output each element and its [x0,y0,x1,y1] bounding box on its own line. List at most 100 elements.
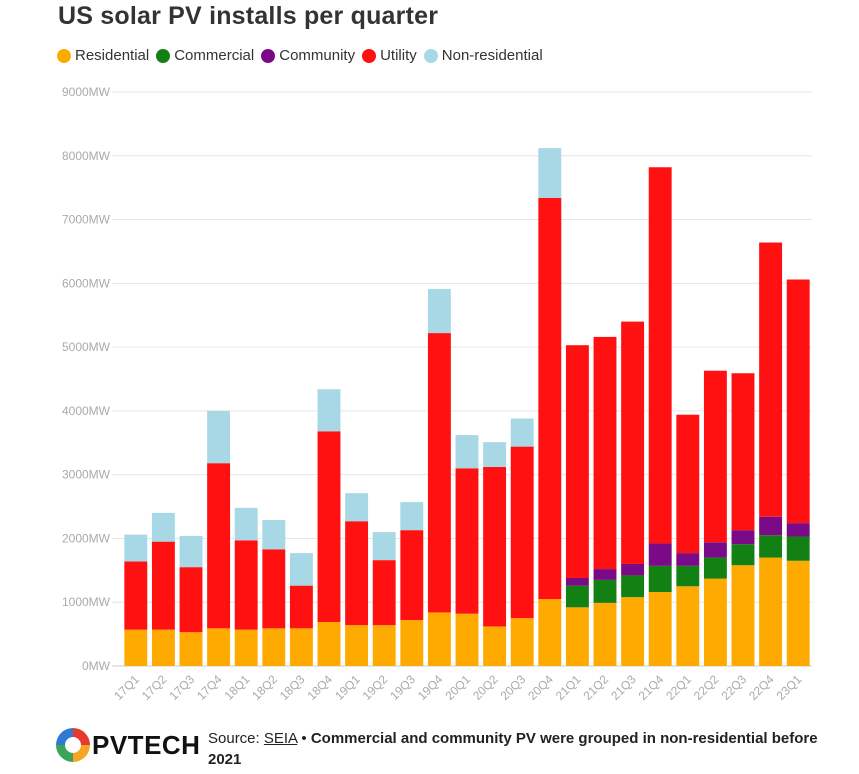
bar-segment-utility [427,333,451,613]
bar-segment-utility [317,431,341,622]
legend-item-commercial[interactable]: Commercial [156,47,254,64]
bar-segment-utility [345,521,369,626]
bar-segment-non-residential [400,502,424,531]
y-tick-label: 5000MW [62,340,111,354]
x-tick-label: 20Q4 [525,672,556,703]
bar-segment-residential [427,612,451,666]
legend-item-community[interactable]: Community [261,47,355,64]
bar-segment-community [703,542,727,558]
bar-segment-commercial [565,585,589,608]
bar-segment-residential [372,625,396,666]
bar-segment-utility [703,370,727,543]
x-tick-label: 20Q1 [442,672,473,703]
legend: Residential Commercial Community Utility… [57,47,550,64]
legend-swatch-utility [362,48,377,63]
bar-segment-non-residential [345,493,369,522]
bar-segment-utility [234,540,258,630]
bar-segment-utility [648,167,672,544]
bar-segment-residential [151,629,175,666]
y-tick-label: 6000MW [62,276,111,290]
x-tick-label: 23Q1 [774,672,805,703]
bar-segment-residential [179,632,203,666]
x-tick-label: 19Q3 [387,672,418,703]
bar-segment-utility [179,567,203,633]
legend-label-non-residential: Non-residential [441,47,543,64]
bar-segment-commercial [786,536,810,561]
bar-segment-utility [151,541,175,630]
bar-segment-non-residential [427,289,451,334]
bar-segment-utility [483,467,507,627]
x-tick-label: 17Q3 [166,672,197,703]
bar-segment-utility [731,373,755,531]
bar-segment-residential [648,592,672,666]
source-prefix: Source: [208,730,260,747]
bar-segment-community [759,516,783,536]
pvtech-logo-icon [56,728,90,762]
bar-segment-commercial [731,544,755,566]
x-tick-label: 21Q1 [553,672,584,703]
bar-segment-non-residential [124,534,148,562]
bar-segment-residential [786,560,810,666]
bar-segment-non-residential [179,535,203,568]
source-note: Source: SEIA • Commercial and community … [208,728,844,770]
bar-segment-residential [400,620,424,666]
bar-segment-utility [262,549,286,629]
bar-segment-non-residential [372,532,396,561]
legend-item-residential[interactable]: Residential [57,47,149,64]
source-footnote: Commercial and community PV were grouped… [208,730,818,768]
x-tick-label: 21Q4 [636,672,667,703]
legend-item-utility[interactable]: Utility [362,47,417,64]
legend-swatch-community [261,48,276,63]
bar-segment-utility [207,463,231,629]
x-tick-label: 18Q2 [249,672,280,703]
x-tick-label: 20Q2 [470,672,501,703]
bar-segment-non-residential [262,519,286,550]
bar-segment-utility [676,414,700,554]
bar-segment-utility [289,585,313,629]
bar-segment-residential [483,626,507,666]
source-separator: • [301,730,307,747]
x-tick-label: 17Q4 [194,672,225,703]
bar-segment-non-residential [510,418,534,447]
y-tick-label: 4000MW [62,404,111,418]
bar-segment-commercial [593,579,617,603]
bar-segment-utility [786,279,810,524]
bar-segment-non-residential [483,442,507,468]
y-tick-label: 8000MW [62,149,111,163]
bar-segment-residential [455,613,479,666]
bar-segment-residential [289,628,313,666]
bar-segment-residential [538,599,562,666]
bar-segment-residential [317,621,341,666]
x-tick-label: 19Q1 [332,672,363,703]
bar-segment-residential [703,578,727,666]
bar-segment-community [565,577,589,586]
bar-segment-non-residential [455,435,479,469]
y-tick-label: 2000MW [62,531,111,545]
x-tick-label: 19Q4 [415,672,446,703]
bar-segment-residential [621,597,645,666]
y-tick-label: 0MW [82,659,111,673]
bar-segment-non-residential [317,389,341,432]
bar-segment-utility [455,468,479,614]
bar-segment-non-residential [538,148,562,198]
x-tick-label: 22Q4 [746,672,777,703]
bar-segment-residential [731,565,755,666]
bar-segment-residential [676,586,700,666]
bar-segment-utility [510,446,534,619]
footer: PVTECH Source: SEIA • Commercial and com… [56,726,846,772]
bar-segment-community [731,530,755,545]
x-tick-label: 21Q3 [608,672,639,703]
x-tick-label: 22Q3 [718,672,749,703]
x-tick-label: 20Q3 [498,672,529,703]
legend-item-non-residential[interactable]: Non-residential [423,47,543,64]
bar-segment-commercial [621,575,645,598]
bar-segment-non-residential [207,410,231,464]
bar-segment-residential [262,628,286,666]
x-tick-label: 19Q2 [360,672,391,703]
legend-label-commercial: Commercial [174,47,255,64]
bar-segment-community [648,543,672,566]
bar-segment-utility [124,561,148,630]
bar-segment-residential [510,618,534,666]
source-link[interactable]: SEIA [263,730,298,747]
pvtech-logo-text: PVTECH [92,729,201,760]
